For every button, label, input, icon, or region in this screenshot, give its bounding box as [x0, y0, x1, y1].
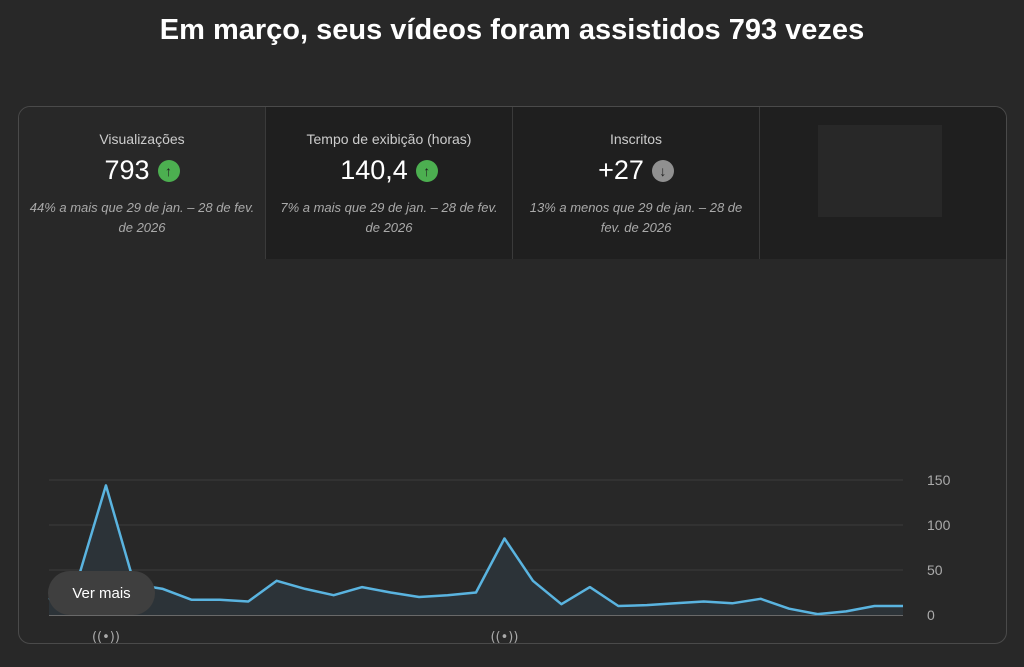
tab-comparison: 13% a menos que 29 de jan. – 28 de fev. … — [529, 200, 743, 235]
arrow-up-icon: ↑ — [415, 159, 438, 182]
tab-label: Inscritos — [609, 131, 663, 147]
tab-comparison: 7% a mais que 29 de jan. – 28 de fev. de… — [280, 200, 498, 235]
live-stream-icon: ((•)) — [92, 630, 120, 644]
y-tick-label: 0 — [927, 607, 935, 623]
tab-value: +27 — [598, 155, 644, 185]
tab-label: Visualizações — [99, 131, 185, 147]
tab-watch-time[interactable]: Tempo de exibição (horas) 140,4 ↑ 7% a ma… — [266, 107, 513, 259]
y-tick-label: 50 — [927, 562, 943, 578]
tab-views[interactable]: Visualizações 793 ↑ 44% a mais que 29 de … — [19, 107, 266, 259]
page-title: Em março, seus vídeos foram assistidos 7… — [159, 14, 865, 46]
metric-tabs: Visualizações 793 ↑ 44% a mais que 29 de … — [19, 107, 1006, 259]
tab-value: 140,4 — [340, 155, 408, 185]
live-stream-icon: ((•)) — [490, 630, 518, 644]
analytics-card: Visualizações 793 ↑ 44% a mais que 29 de … — [18, 106, 1007, 644]
tab-subscribers[interactable]: Inscritos +27 ↓ 13% a menos que 29 de jan… — [513, 107, 760, 259]
tab-value: 793 — [104, 155, 150, 185]
arrow-down-icon: ↓ — [651, 159, 674, 182]
loading-placeholder — [818, 125, 942, 217]
tab-label: Tempo de exibição (horas) — [306, 131, 472, 147]
y-tick-label: 100 — [927, 517, 951, 533]
arrow-up-icon: ↑ — [157, 159, 180, 182]
tab-comparison: 44% a mais que 29 de jan. – 28 de fev. d… — [29, 200, 255, 235]
y-tick-label: 150 — [927, 472, 951, 488]
tab-placeholder — [760, 107, 1006, 259]
see-more-button[interactable]: Ver mais — [48, 571, 155, 615]
